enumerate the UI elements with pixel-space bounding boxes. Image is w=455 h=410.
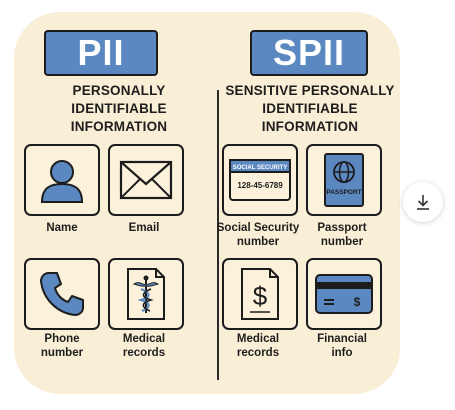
svg-text:$: $ (253, 281, 268, 311)
pii-title: PERSONALLY IDENTIFIABLE INFORMATION (24, 82, 214, 136)
ssn-tile: SOCIAL SECURITY 128-45-6789 (222, 144, 298, 216)
spii-title-line-1: SENSITIVE PERSONALLY (225, 83, 395, 98)
phone-tile (24, 258, 100, 330)
pii-title-line-1: PERSONALLY (72, 83, 166, 98)
envelope-icon (119, 160, 173, 200)
person-icon (40, 160, 84, 203)
credit-card-icon: $ (315, 274, 373, 314)
pii-badge: PII (44, 30, 158, 76)
medical-records-tile (108, 258, 184, 330)
download-icon (417, 195, 429, 210)
dollar-document-icon: $ (241, 268, 279, 320)
spii-title: SENSITIVE PERSONALLY IDENTIFIABLE INFORM… (222, 82, 398, 136)
spii-title-line-2: IDENTIFIABLE (262, 101, 358, 116)
phone-icon (40, 272, 84, 316)
spii-medical-records-tile: $ (222, 258, 298, 330)
email-label: Email (128, 222, 160, 234)
caduceus-document-icon (127, 268, 165, 320)
svg-text:$: $ (354, 295, 361, 309)
medical-records-label: Medical records (122, 333, 166, 359)
financial-info-tile: $ (306, 258, 382, 330)
spii-badge: SPII (250, 30, 368, 76)
email-tile (108, 144, 184, 216)
svg-text:PASSPORT: PASSPORT (326, 189, 361, 196)
phone-label: Phone number (40, 333, 84, 359)
spii-title-line-3: INFORMATION (261, 119, 359, 134)
name-tile (24, 144, 100, 216)
column-divider (217, 90, 219, 380)
svg-text:SOCIAL SECURITY: SOCIAL SECURITY (233, 165, 288, 171)
pii-title-line-2: IDENTIFIABLE (71, 101, 167, 116)
passport-label: Passport number (317, 222, 367, 248)
passport-icon: PASSPORT (324, 153, 364, 207)
svg-text:128-45-6789: 128-45-6789 (237, 181, 283, 190)
pii-title-line-3: INFORMATION (70, 119, 168, 134)
name-label: Name (46, 222, 78, 234)
ssn-card-icon: SOCIAL SECURITY 128-45-6789 (229, 159, 291, 201)
download-button[interactable] (403, 182, 443, 222)
spii-medical-records-label: Medical records (236, 333, 280, 359)
financial-info-label: Financial info (317, 333, 367, 359)
infographic-card: PII PERSONALLY IDENTIFIABLE INFORMATION … (14, 12, 400, 394)
ssn-label: Social Security number (216, 222, 300, 248)
passport-tile: PASSPORT (306, 144, 382, 216)
